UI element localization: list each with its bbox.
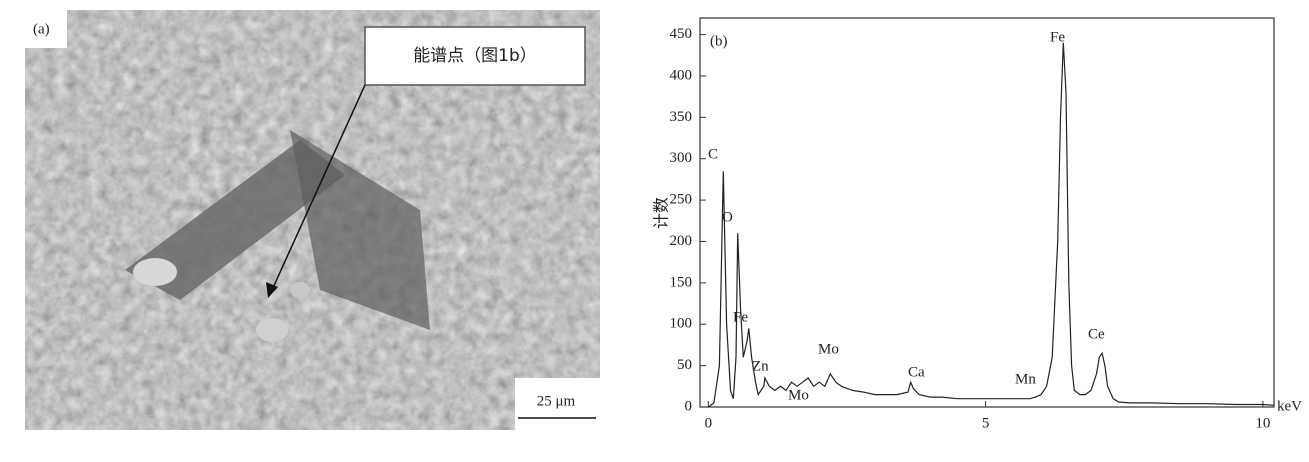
peak-label: Mo [818,341,839,357]
x-tick-label: 5 [982,415,990,431]
peak-label: Fe [733,309,748,325]
scale-bar-label: 25 μm [537,393,576,409]
y-axis-label: 计数 [652,197,671,229]
spectrum-line [707,42,1275,408]
y-tick-label: 350 [670,109,693,125]
peak-label: Zn [752,358,769,374]
x-axis-label: keV [1277,398,1302,414]
sem-image: (a) 能谱点（图1b） 25 μm [25,10,600,430]
y-tick-label: 0 [685,398,693,414]
panel-label: (a) [33,21,50,37]
peak-label: Fe [1050,29,1065,45]
spectrum-chart: 0 50 100 150 200 250 300 350 400 450 0 5 10 计数 keV (b) C… [652,17,1302,431]
callout: 能谱点（图1b） [413,46,537,66]
y-tick-label: 250 [670,192,693,208]
y-tick-label: 300 [670,150,693,166]
peak-label: O [722,209,733,225]
x-tick-label: 0 [705,415,713,431]
peak-label: Mn [1015,371,1036,387]
peak-label: Ca [908,364,925,380]
peak-label: C [708,146,718,162]
panel-label: (b) [710,33,728,49]
y-tick-label: 400 [670,67,693,83]
y-tick-label: 200 [670,233,693,249]
peak-label: Ce [1088,326,1105,342]
y-tick-label: 50 [677,357,692,373]
y-tick-label: 100 [670,316,693,332]
y-tick-label: 150 [670,274,693,290]
x-tick-label: 10 [1255,415,1270,431]
peak-label: Mo [788,387,809,403]
y-tick-label: 450 [670,26,693,42]
